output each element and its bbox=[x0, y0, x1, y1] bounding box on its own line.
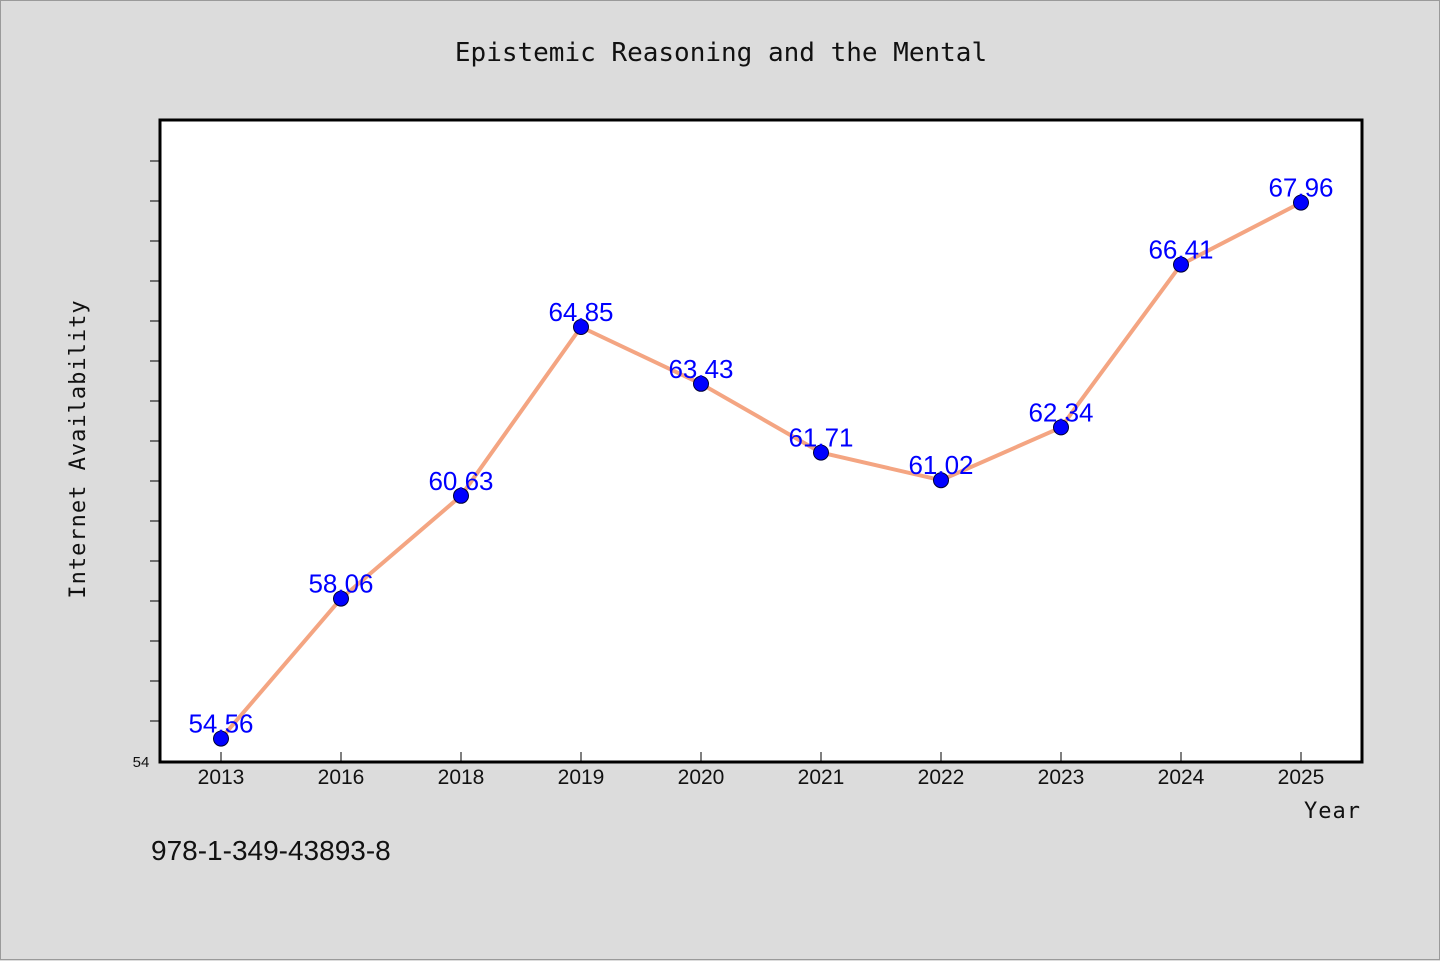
x-tick-label: 2021 bbox=[798, 766, 845, 789]
data-label: 66.41 bbox=[1148, 235, 1213, 265]
data-label: 60.63 bbox=[428, 466, 493, 496]
y-axis-ticks: 54 bbox=[133, 160, 160, 771]
x-tick-label: 2018 bbox=[438, 766, 485, 789]
data-point bbox=[813, 444, 829, 461]
data-point bbox=[1293, 194, 1309, 211]
data-point bbox=[333, 590, 349, 607]
plot-area bbox=[158, 118, 1364, 764]
data-label: 54.56 bbox=[188, 709, 253, 739]
data-point bbox=[213, 730, 229, 747]
x-tick-label: 2013 bbox=[198, 766, 245, 789]
data-point bbox=[933, 472, 949, 489]
data-point bbox=[1053, 419, 1069, 436]
data-label: 62.34 bbox=[1028, 397, 1093, 427]
y-tick-label: 54 bbox=[133, 754, 150, 771]
data-label: 58.06 bbox=[308, 569, 373, 599]
data-label: 61.02 bbox=[908, 450, 973, 480]
series-line bbox=[219, 200, 1302, 740]
data-label: 67.96 bbox=[1268, 173, 1333, 203]
data-label: 61.71 bbox=[788, 423, 853, 453]
x-tick-label: 2024 bbox=[1158, 766, 1205, 789]
data-point bbox=[693, 375, 709, 392]
data-labels: 54.56 58.06 60.63 64.85 63.43 61.71 61.02 62.34… bbox=[188, 173, 1333, 739]
x-tick-label: 2025 bbox=[1278, 766, 1325, 789]
x-axis-label: Year bbox=[1304, 799, 1361, 824]
x-tick-label: 2022 bbox=[918, 766, 965, 789]
x-tick-label: 2020 bbox=[678, 766, 725, 789]
x-tick-label: 2019 bbox=[558, 766, 605, 789]
chart-title: Epistemic Reasoning and the Mental bbox=[455, 38, 987, 68]
y-axis-label: Internet Availability bbox=[66, 299, 91, 598]
data-markers bbox=[213, 194, 1309, 747]
x-tick-label: 2023 bbox=[1038, 766, 1085, 789]
data-point bbox=[573, 319, 589, 335]
data-label: 64.85 bbox=[548, 297, 613, 327]
x-axis-ticks: 2013 2016 2018 2019 2020 2021 2022 2023 2024 2025 bbox=[198, 752, 1325, 789]
isbn-text: 978-1-349-43893-8 bbox=[151, 835, 391, 866]
x-tick-label: 2016 bbox=[318, 766, 365, 789]
data-label: 63.43 bbox=[668, 354, 733, 384]
data-point bbox=[453, 487, 469, 504]
data-point bbox=[1173, 256, 1189, 273]
